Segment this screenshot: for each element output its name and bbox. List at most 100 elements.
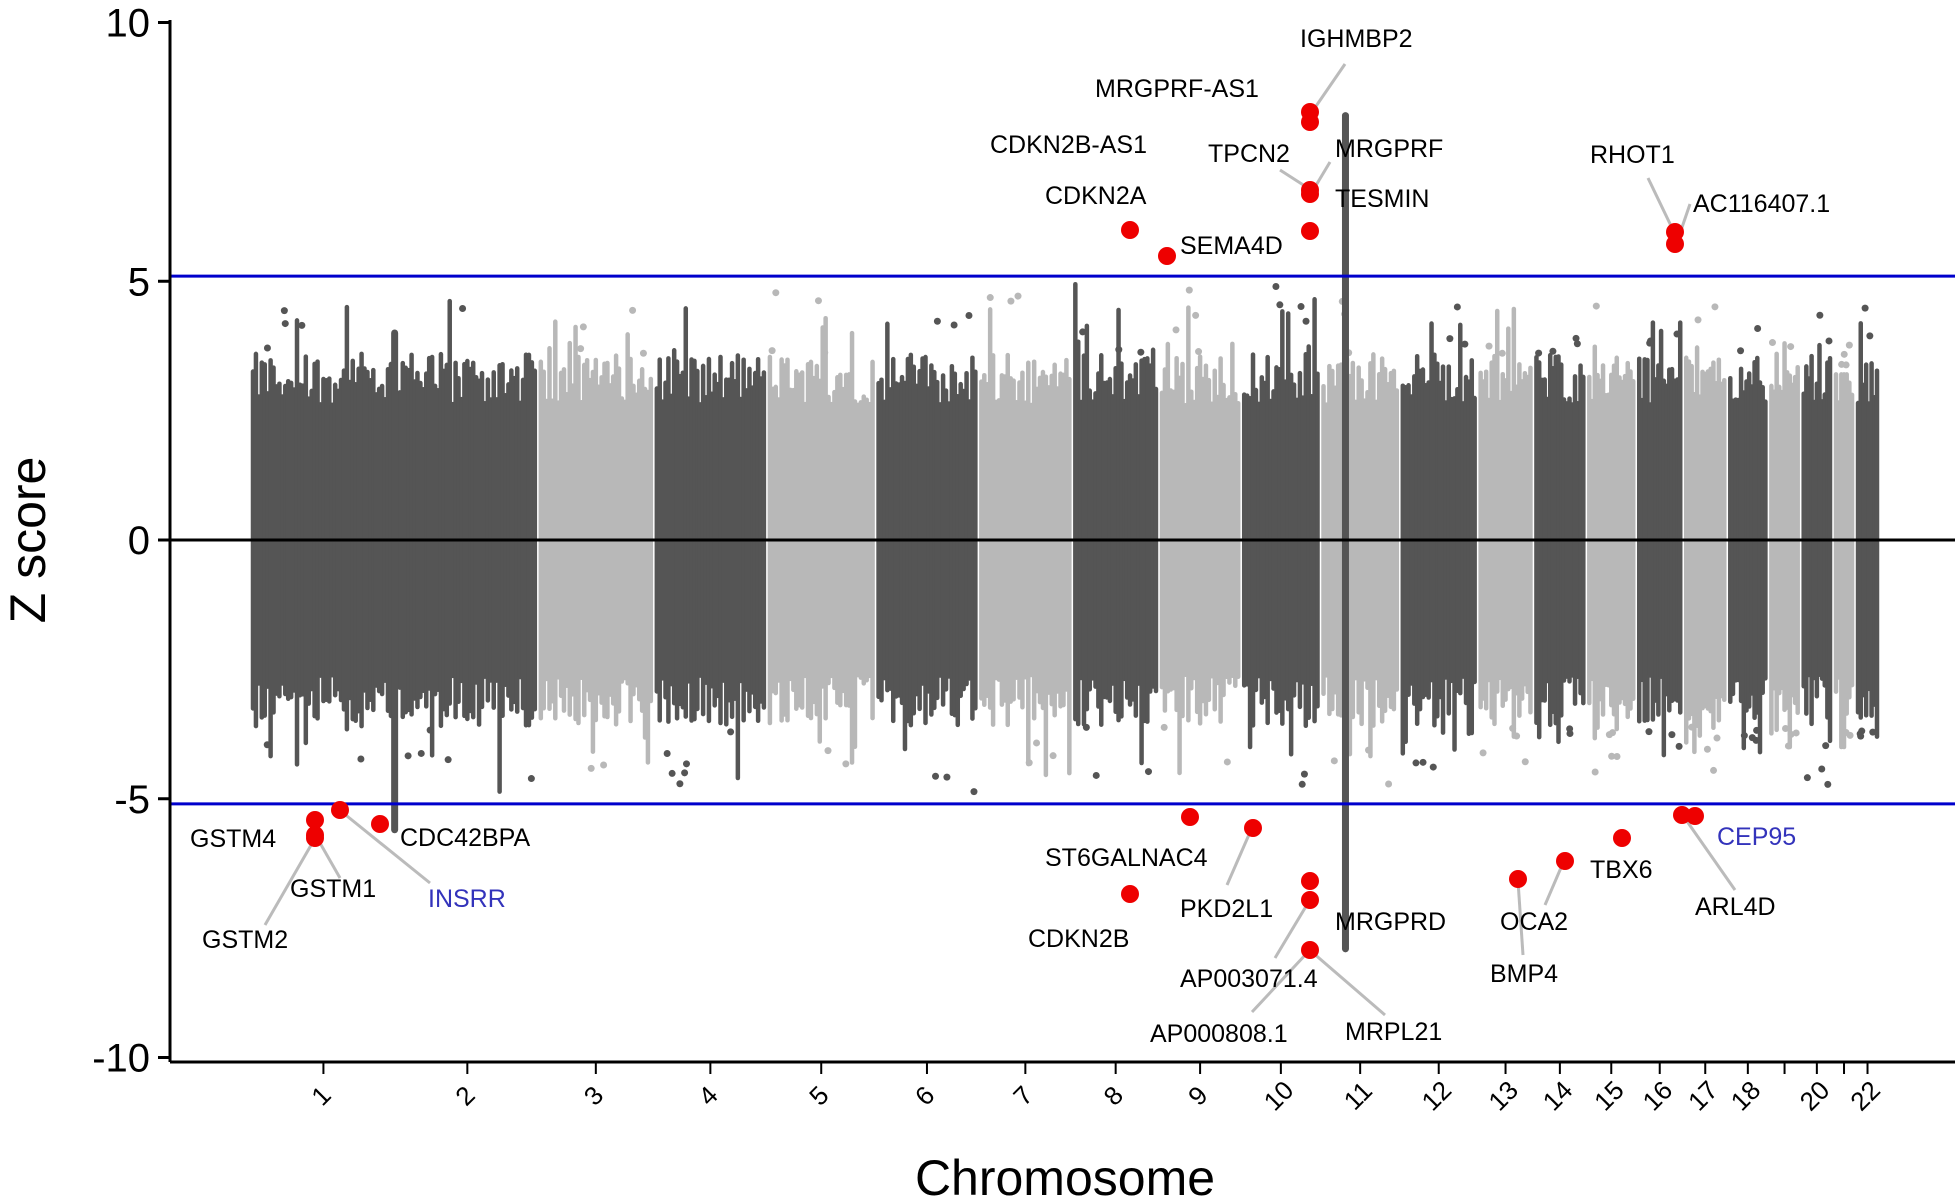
- outlier-point: [527, 775, 535, 783]
- outlier-point: [1566, 729, 1574, 737]
- gene-label: AC116407.1: [1693, 190, 1830, 218]
- outlier-point: [1365, 746, 1373, 754]
- chromosome-band-13: [1478, 306, 1533, 766]
- leader-line: [1682, 816, 1737, 891]
- outlier-point: [1223, 758, 1231, 766]
- outlier-point: [1419, 758, 1427, 766]
- gene-label: AP003071.4: [1180, 965, 1318, 993]
- outlier-point: [1838, 360, 1846, 368]
- outlier-point: [1573, 340, 1581, 348]
- outlier-point: [1272, 282, 1280, 290]
- outlier-point: [444, 756, 452, 764]
- outlier-point: [639, 349, 647, 357]
- outlier-point: [357, 755, 365, 763]
- outlier-point: [965, 312, 973, 320]
- outlier-point: [676, 780, 684, 788]
- gene-label: CDC42BPA: [400, 824, 530, 852]
- outlier-point: [1302, 317, 1310, 325]
- y-tick-label: -10: [92, 1037, 150, 1081]
- outlier-point: [1498, 349, 1506, 357]
- outlier-point: [1115, 346, 1123, 354]
- outlier-point: [1049, 752, 1057, 760]
- gene-label: SEMA4D: [1180, 232, 1283, 260]
- gene-label: TESMIN: [1335, 185, 1429, 213]
- outlier-point: [1025, 759, 1033, 767]
- outlier-point: [1298, 780, 1306, 788]
- y-axis-title: Z score: [0, 457, 56, 624]
- gene-label: OCA2: [1500, 908, 1568, 936]
- chromosome-band-12: [1400, 303, 1477, 771]
- gene-label: CDKN2B-AS1: [990, 131, 1147, 159]
- outlier-point: [1840, 350, 1848, 358]
- outlier-point: [1137, 348, 1145, 356]
- outlier-point: [1866, 332, 1874, 340]
- outlier-point: [1479, 749, 1487, 757]
- leader-line: [1250, 950, 1310, 1014]
- gene-label: MRGPRF: [1335, 135, 1443, 163]
- outlier-point: [663, 750, 671, 758]
- outlier-point: [426, 726, 434, 734]
- outlier-point: [1768, 339, 1776, 347]
- outlier-point: [1185, 286, 1193, 294]
- outlier-point: [1824, 780, 1832, 788]
- leader-line: [1311, 950, 1386, 1017]
- chromosome-band-19: [1768, 339, 1800, 750]
- significant-point: [1244, 819, 1262, 837]
- outlier-point: [1535, 349, 1543, 357]
- significant-point: [1301, 872, 1319, 890]
- gene-label: IGHMBP2: [1300, 25, 1413, 53]
- outlier-point: [1592, 302, 1600, 310]
- outlier-point: [417, 749, 425, 757]
- gene-label: PKD2L1: [1180, 895, 1273, 923]
- gene-label: ARL4D: [1695, 893, 1776, 921]
- outlier-point: [263, 344, 271, 352]
- leader-line: [1543, 862, 1565, 906]
- significant-point: [1509, 870, 1527, 888]
- outlier-point: [1869, 728, 1877, 736]
- outlier-point: [1276, 301, 1284, 309]
- outlier-point: [298, 321, 306, 329]
- x-axis-title: Chromosome: [915, 1150, 1215, 1200]
- outlier-point: [577, 345, 585, 353]
- outlier-point: [950, 321, 958, 329]
- significant-point: [1181, 808, 1199, 826]
- leader-line: [1310, 63, 1347, 113]
- significant-point: [1121, 885, 1139, 903]
- significant-point: [1673, 806, 1691, 824]
- gene-label: CEP95: [1717, 823, 1796, 851]
- leader-line: [1273, 902, 1310, 959]
- outlier-point: [824, 747, 832, 755]
- outlier-point: [1195, 348, 1203, 356]
- outlier-point: [1688, 723, 1696, 731]
- outlier-point: [1825, 337, 1833, 345]
- significant-point: [1666, 235, 1684, 253]
- outlier-point: [1485, 342, 1493, 350]
- outlier-point: [1160, 723, 1168, 731]
- significant-point: [1121, 221, 1139, 239]
- significant-point: [1613, 829, 1631, 847]
- outlier-point: [459, 305, 467, 313]
- outlier-point: [1740, 732, 1748, 740]
- gene-label: RHOT1: [1590, 141, 1675, 169]
- significant-point: [306, 829, 324, 847]
- outlier-point: [1845, 341, 1853, 349]
- outlier-point: [1330, 757, 1338, 765]
- gene-label: BMP4: [1490, 960, 1558, 988]
- outlier-point: [1300, 770, 1308, 778]
- outlier-point: [1861, 304, 1869, 312]
- significant-point: [371, 815, 389, 833]
- outlier-point: [1172, 326, 1180, 334]
- y-tick-label: 5: [128, 260, 150, 304]
- gene-label: ST6GALNAC4: [1045, 844, 1208, 872]
- outlier-point: [1646, 337, 1654, 345]
- outlier-point: [1816, 311, 1824, 319]
- outlier-point: [1787, 343, 1795, 351]
- outlier-point: [579, 323, 587, 331]
- outlier-point: [280, 307, 288, 315]
- outlier-point: [1385, 780, 1393, 788]
- chromosome-band-16: [1636, 320, 1683, 758]
- outlier-point: [1412, 759, 1420, 767]
- outlier-point: [1461, 340, 1469, 348]
- outlier-point: [1591, 768, 1599, 776]
